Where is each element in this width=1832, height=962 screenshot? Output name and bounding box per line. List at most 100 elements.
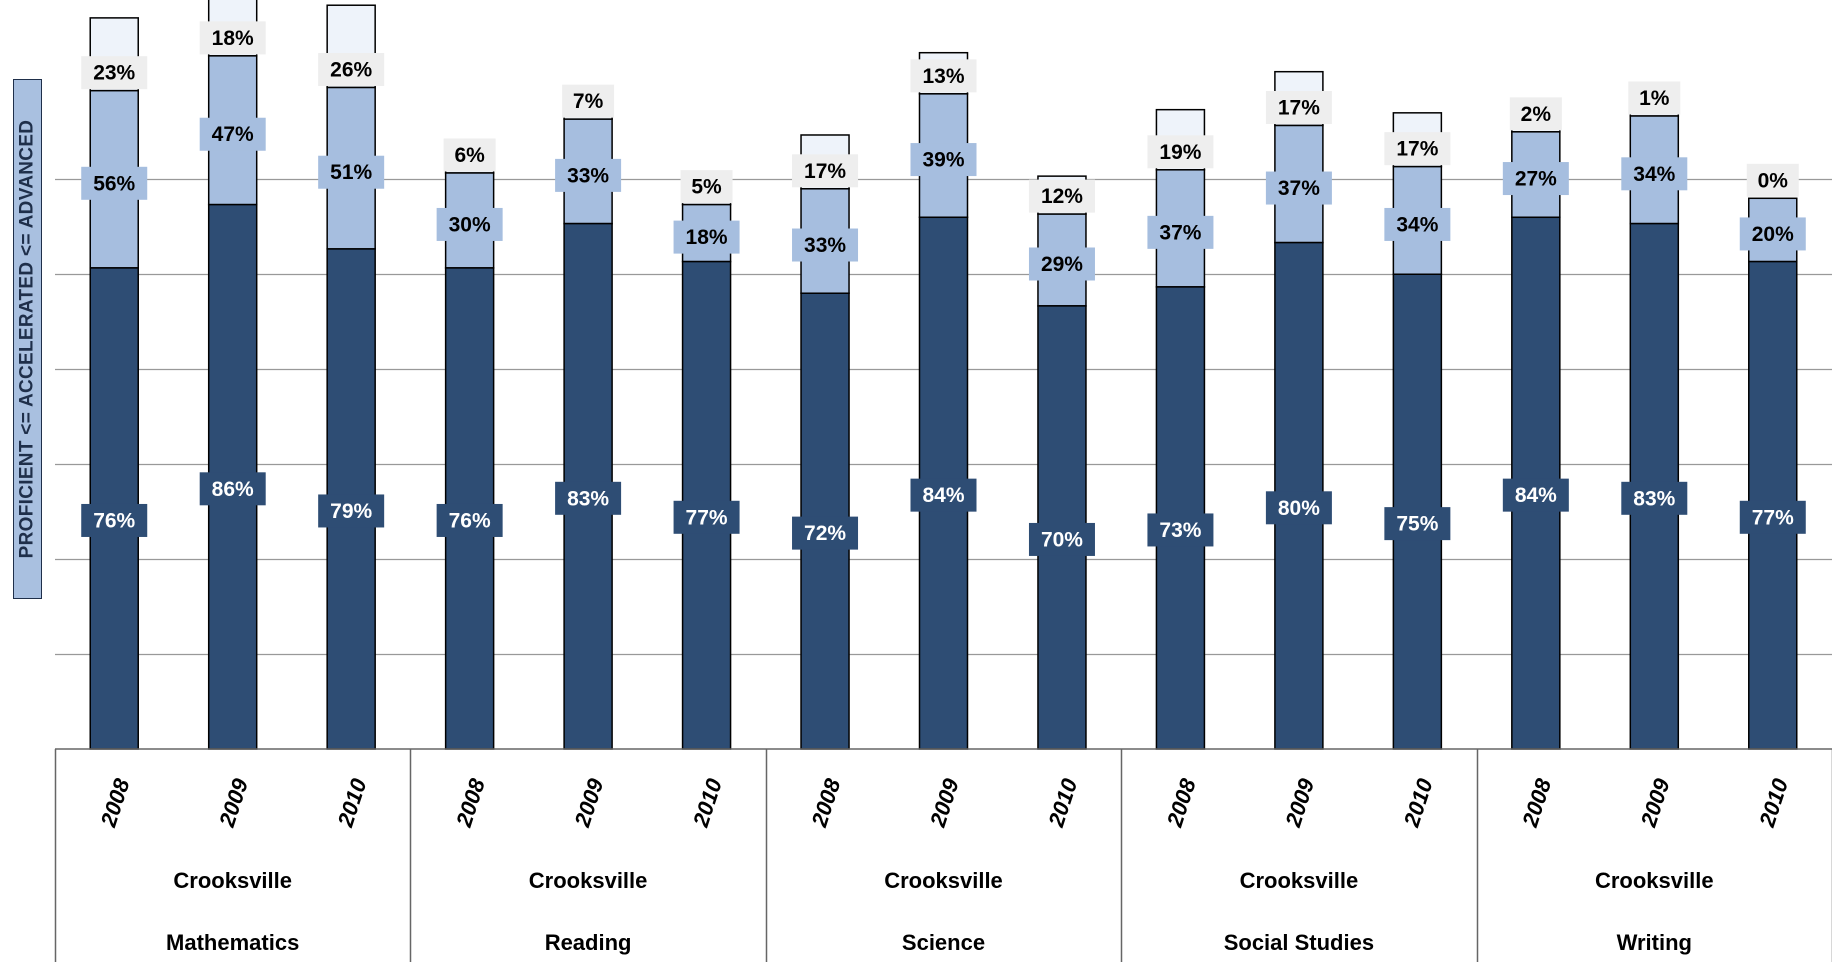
x-tick-label-year: 2009 — [925, 775, 964, 831]
label-proficient-box — [81, 503, 148, 537]
label-advanced-box — [1265, 90, 1332, 124]
label-advanced-box — [1028, 179, 1095, 213]
label-proficient: 72% — [804, 522, 846, 545]
label-proficient: 79% — [330, 500, 372, 523]
label-advanced-box — [910, 59, 977, 93]
x-group-label-line2: Mathematics — [166, 930, 299, 955]
label-advanced: 5% — [691, 176, 722, 199]
x-tick-label-year: 2010 — [332, 775, 371, 831]
label-advanced-box — [1746, 163, 1799, 197]
label-proficient: 73% — [1159, 519, 1201, 542]
label-proficient-box — [1502, 478, 1569, 512]
x-group-label-line1: Crooksville — [1595, 868, 1714, 893]
label-accelerated-box — [436, 207, 503, 241]
label-accelerated-box — [792, 228, 859, 262]
data-labels: 76% 56% 23% 86% 47% 18% 79% 51% 26% 76% 30% 6% 83% 33… — [81, 21, 1806, 556]
label-proficient: 77% — [1752, 506, 1794, 529]
label-advanced: 6% — [454, 144, 485, 167]
label-advanced: 26% — [330, 59, 372, 82]
x-tick-label-year: 2008 — [95, 775, 134, 831]
label-advanced-box — [1509, 97, 1562, 131]
label-proficient: 84% — [922, 484, 964, 507]
label-accelerated-box — [555, 158, 622, 192]
label-advanced: 1% — [1639, 87, 1670, 110]
label-proficient-box — [792, 516, 859, 550]
label-advanced: 17% — [804, 160, 846, 183]
label-advanced-box — [318, 53, 385, 87]
label-advanced-box — [81, 56, 148, 90]
x-tick-label-year: 2008 — [1162, 775, 1201, 831]
label-proficient-box — [673, 500, 740, 534]
label-proficient: 76% — [449, 509, 491, 532]
label-advanced-box — [680, 170, 733, 204]
label-advanced: 17% — [1278, 96, 1320, 119]
label-accelerated: 34% — [1396, 213, 1438, 236]
label-advanced-box — [1628, 81, 1681, 115]
label-accelerated: 29% — [1041, 253, 1083, 276]
label-accelerated-box — [1265, 171, 1332, 205]
label-proficient: 86% — [212, 478, 254, 501]
label-accelerated-box — [673, 220, 740, 254]
label-accelerated: 27% — [1515, 168, 1557, 191]
label-advanced-box — [443, 138, 496, 172]
label-accelerated: 37% — [1159, 221, 1201, 244]
label-accelerated: 56% — [93, 172, 135, 195]
x-tick-label-year: 2010 — [688, 775, 727, 831]
x-tick-label-year: 2009 — [1280, 775, 1319, 831]
label-proficient-box — [199, 472, 266, 506]
label-proficient-box — [1028, 522, 1095, 556]
label-proficient: 76% — [93, 509, 135, 532]
label-advanced: 19% — [1159, 141, 1201, 164]
y-axis-title: PROFICIENT <= ACCELERATED <= ADVANCED — [16, 119, 38, 559]
label-proficient-box — [1265, 491, 1332, 525]
label-accelerated-box — [81, 166, 148, 200]
x-tick-label-year: 2008 — [1517, 775, 1556, 831]
label-accelerated: 33% — [804, 234, 846, 257]
label-advanced-box — [1384, 132, 1451, 166]
label-accelerated-box — [199, 117, 266, 151]
label-proficient-box — [318, 494, 385, 528]
label-accelerated: 39% — [922, 149, 964, 172]
x-tick-label-year: 2008 — [451, 775, 490, 831]
label-advanced-box — [562, 84, 615, 118]
label-advanced: 12% — [1041, 185, 1083, 208]
label-accelerated: 51% — [330, 161, 372, 184]
label-proficient: 77% — [686, 506, 728, 529]
label-advanced: 17% — [1396, 138, 1438, 161]
label-accelerated-box — [1028, 247, 1095, 281]
x-tick-label-year: 2009 — [214, 775, 253, 831]
label-proficient: 83% — [567, 487, 609, 510]
x-group-label-line2: Social Studies — [1224, 930, 1374, 955]
x-tick-label-year: 2009 — [569, 775, 608, 831]
label-accelerated: 18% — [686, 226, 728, 249]
label-advanced-box — [1147, 135, 1214, 169]
label-accelerated: 37% — [1278, 177, 1320, 200]
label-advanced: 23% — [93, 62, 135, 85]
label-proficient-box — [1147, 513, 1214, 547]
label-proficient-box — [436, 503, 503, 537]
x-group-label-line1: Crooksville — [884, 868, 1003, 893]
label-advanced-box — [792, 154, 859, 188]
label-accelerated: 33% — [567, 164, 609, 187]
x-tick-label-year: 2009 — [1635, 775, 1674, 831]
label-accelerated: 34% — [1633, 163, 1675, 186]
label-advanced: 18% — [212, 27, 254, 50]
label-proficient-box — [1739, 500, 1806, 534]
label-advanced: 2% — [1521, 103, 1552, 126]
label-accelerated: 47% — [212, 123, 254, 146]
x-group-label-line2: Reading — [545, 930, 632, 955]
label-proficient-box — [1621, 481, 1688, 515]
label-accelerated-box — [318, 155, 385, 189]
x-group-label-line1: Crooksville — [529, 868, 648, 893]
label-accelerated-box — [1384, 207, 1451, 241]
label-proficient: 70% — [1041, 528, 1083, 551]
label-advanced: 13% — [922, 65, 964, 88]
label-advanced: 7% — [573, 90, 604, 113]
label-proficient-box — [910, 478, 977, 512]
label-accelerated-box — [1502, 162, 1569, 196]
label-accelerated-box — [1147, 215, 1214, 249]
x-group-label-line1: Crooksville — [173, 868, 292, 893]
label-accelerated: 30% — [449, 213, 491, 236]
label-proficient: 75% — [1396, 513, 1438, 536]
